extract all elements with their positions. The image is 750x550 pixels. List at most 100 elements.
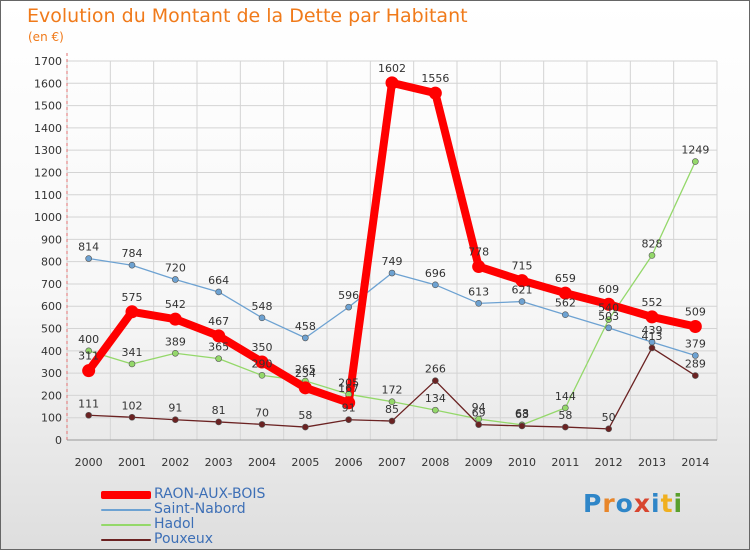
data-label-hadol: 205 [338, 376, 359, 389]
data-label-hadol: 365 [208, 341, 229, 354]
y-tick-label: 1000 [34, 211, 62, 224]
y-tick-label: 200 [41, 389, 62, 402]
data-label-pouxeux: 69 [472, 407, 486, 420]
data-point-saint-nabord [128, 261, 136, 269]
x-tick-label: 2003 [205, 456, 233, 469]
data-point-raon-aux-bois [342, 396, 356, 410]
data-label-hadol: 341 [122, 346, 143, 359]
legend-swatch-saint-nabord [101, 509, 151, 511]
data-point-saint-nabord [85, 255, 92, 262]
data-point-hadol [562, 404, 569, 412]
data-point-hadol [215, 355, 222, 362]
y-tick-label: 300 [41, 367, 62, 380]
data-label-pouxeux: 102 [122, 399, 143, 412]
y-tick-label: 400 [41, 345, 62, 358]
logo-letter: i [673, 489, 684, 518]
legend-label-pouxeux: Pouxeux [154, 531, 214, 547]
data-point-raon-aux-bois [515, 274, 529, 288]
data-label-saint-nabord: 749 [382, 255, 403, 268]
x-tick-label: 2005 [291, 456, 319, 469]
data-label-saint-nabord: 720 [165, 261, 186, 274]
data-point-hadol [128, 360, 136, 368]
logo-letter: t [660, 489, 674, 518]
data-label-raon-aux-bois: 234 [295, 367, 316, 380]
data-label-saint-nabord: 439 [642, 324, 663, 337]
data-label-hadol: 1249 [681, 144, 709, 157]
data-label-pouxeux: 81 [212, 404, 226, 417]
y-tick-label: 1200 [34, 166, 62, 179]
data-label-pouxeux: 85 [385, 403, 399, 416]
data-point-raon-aux-bois [255, 355, 269, 369]
data-point-pouxeux [562, 423, 569, 431]
y-tick-label: 600 [41, 300, 62, 313]
data-label-raon-aux-bois: 467 [208, 315, 229, 328]
data-label-raon-aux-bois: 311 [78, 350, 99, 363]
data-label-saint-nabord: 548 [252, 300, 273, 313]
data-point-hadol [172, 349, 179, 357]
legend-swatch-pouxeux [101, 539, 151, 541]
y-tick-label: 700 [41, 278, 62, 291]
data-point-hadol [692, 158, 699, 165]
data-label-pouxeux: 413 [642, 330, 663, 343]
data-point-pouxeux [692, 372, 699, 379]
data-point-saint-nabord [172, 276, 179, 283]
data-point-raon-aux-bois [558, 286, 572, 300]
y-tick-label: 1400 [34, 122, 62, 135]
data-label-hadol: 172 [382, 384, 403, 397]
y-tick-label: 900 [41, 233, 62, 246]
data-label-pouxeux: 58 [298, 409, 312, 422]
legend-swatch-raon [101, 491, 151, 499]
legend-swatch-hadol [101, 524, 151, 526]
x-tick-label: 2000 [75, 456, 103, 469]
data-label-saint-nabord: 562 [555, 297, 576, 310]
data-markers [82, 76, 702, 433]
data-label-hadol: 68 [515, 407, 529, 420]
x-tick-label: 2006 [335, 456, 363, 469]
data-point-saint-nabord [215, 288, 222, 296]
data-label-pouxeux: 91 [342, 402, 356, 415]
data-label-hadol: 828 [642, 237, 663, 250]
y-tick-label: 0 [55, 434, 62, 447]
data-point-pouxeux [85, 411, 92, 419]
series-line-raon-aux-bois [84, 78, 700, 407]
data-point-saint-nabord [562, 311, 569, 319]
data-label-raon-aux-bois: 552 [642, 296, 663, 309]
data-label-hadol: 290 [252, 357, 273, 370]
x-tick-label: 2013 [638, 456, 666, 469]
x-tick-label: 2009 [465, 456, 493, 469]
data-label-pouxeux: 111 [78, 397, 99, 410]
data-point-saint-nabord [605, 324, 612, 332]
y-tick-label: 1700 [34, 55, 62, 68]
data-label-hadol: 134 [425, 392, 446, 405]
data-point-saint-nabord [692, 352, 699, 359]
data-point-hadol [388, 398, 396, 405]
data-point-pouxeux [128, 413, 136, 421]
data-point-raon-aux-bois [385, 76, 399, 90]
y-tick-label: 1600 [34, 77, 62, 90]
data-label-raon-aux-bois: 778 [468, 246, 489, 259]
proxiti-logo: Proxiti [583, 489, 683, 518]
logo-letter: x [633, 489, 651, 518]
data-point-hadol [85, 347, 92, 355]
data-point-hadol [605, 316, 612, 323]
data-label-raon-aux-bois: 1556 [421, 72, 449, 85]
data-label-saint-nabord: 814 [78, 241, 99, 254]
data-point-raon-aux-bois [125, 305, 139, 319]
data-point-pouxeux [345, 416, 352, 424]
data-label-hadol: 144 [555, 390, 576, 403]
data-label-saint-nabord: 696 [425, 267, 446, 280]
data-label-hadol: 400 [78, 333, 99, 346]
data-label-saint-nabord: 784 [122, 247, 143, 260]
data-point-saint-nabord [518, 298, 526, 305]
data-label-saint-nabord: 596 [338, 289, 359, 302]
logo-letter: r [602, 489, 616, 518]
x-tick-label: 2007 [378, 456, 406, 469]
y-tick-label: 1300 [34, 144, 62, 157]
logo-letter: P [583, 489, 603, 518]
data-label-raon-aux-bois: 575 [122, 291, 143, 304]
data-label-raon-aux-bois: 715 [512, 260, 533, 273]
data-point-raon-aux-bois [82, 364, 96, 378]
legend-label-saint-nabord: Saint-Nabord [154, 501, 246, 517]
